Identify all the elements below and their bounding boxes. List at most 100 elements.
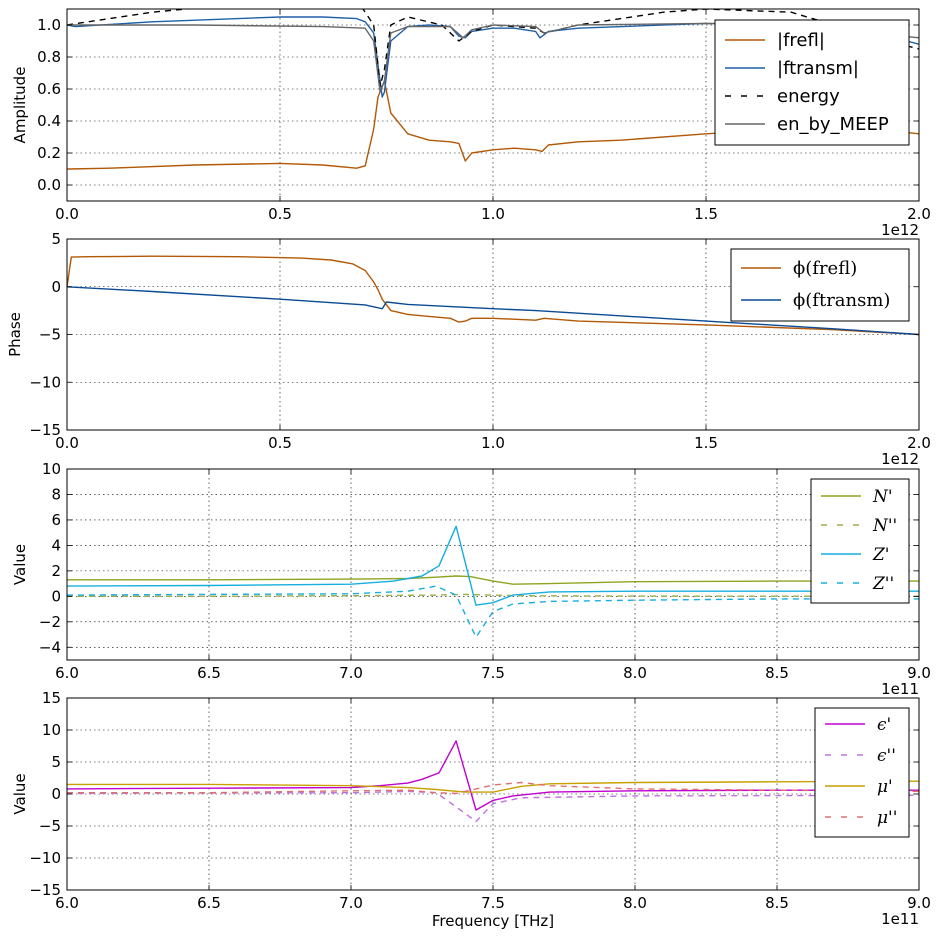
y-tick-label: 10 bbox=[42, 721, 61, 739]
x-tick-label: 6.0 bbox=[55, 664, 79, 682]
x-tick-label: 1.0 bbox=[481, 205, 505, 223]
x-tick-label: 1.5 bbox=[694, 434, 718, 452]
x-tick-label: 2.0 bbox=[907, 434, 931, 452]
y-tick-label: −5 bbox=[39, 326, 61, 344]
legend-entry-4: μ'' bbox=[877, 808, 897, 828]
y-tick-label: 8 bbox=[51, 485, 61, 503]
series-line-2 bbox=[67, 593, 919, 597]
legend-entry-3: μ' bbox=[877, 777, 893, 797]
y-tick-label: −5 bbox=[39, 817, 61, 835]
legend: N' N'' Z' Z'' bbox=[810, 478, 910, 604]
x-tick-label: 7.0 bbox=[339, 894, 363, 912]
y-tick-label: −15 bbox=[29, 421, 61, 439]
x-tick-label: 1.5 bbox=[694, 205, 718, 223]
x-tick-label: 9.0 bbox=[907, 664, 931, 682]
y-tick-label: 15 bbox=[42, 689, 61, 707]
y-tick-label: 4 bbox=[51, 536, 61, 554]
legend-entry-4: en_by_MEEP bbox=[777, 114, 889, 135]
series-group bbox=[67, 525, 919, 638]
y-tick-label: 0.4 bbox=[37, 112, 61, 130]
x-tick-label: 8.0 bbox=[623, 664, 647, 682]
series-line-1 bbox=[67, 575, 919, 585]
x-tick-label: 0.0 bbox=[55, 205, 79, 223]
x-tick-label: 0.5 bbox=[268, 205, 292, 223]
y-tick-label: −4 bbox=[39, 638, 61, 656]
x-tick-label: 8.5 bbox=[765, 664, 789, 682]
x-offset-label: 1e11 bbox=[881, 680, 919, 698]
x-offset-label: 1e12 bbox=[881, 450, 919, 468]
x-tick-label: 1.0 bbox=[481, 434, 505, 452]
y-axis-label: Value bbox=[11, 773, 29, 814]
y-tick-label: −10 bbox=[29, 849, 61, 867]
x-tick-label: 8.5 bbox=[765, 894, 789, 912]
series-line-4 bbox=[67, 22, 919, 93]
series-line-2 bbox=[67, 286, 919, 336]
legend-entry-2: |ftransm| bbox=[777, 58, 859, 79]
x-tick-label: 6.5 bbox=[197, 664, 221, 682]
y-axis-label: Value bbox=[11, 544, 29, 585]
series-group bbox=[67, 9, 919, 170]
y-tick-label: 0 bbox=[51, 587, 61, 605]
legend-entry-2: ϕ(ftransm) bbox=[793, 290, 890, 311]
y-tick-label: 0 bbox=[51, 278, 61, 296]
y-tick-label: −2 bbox=[39, 613, 61, 631]
legend-entry-1: ϕ(frefl) bbox=[793, 258, 857, 279]
y-tick-label: 0.0 bbox=[37, 176, 61, 194]
y-tick-label: 0 bbox=[51, 785, 61, 803]
legend-entry-2: N'' bbox=[872, 516, 897, 536]
y-axis-label: Phase bbox=[6, 312, 24, 357]
legend-frame bbox=[810, 478, 910, 604]
y-tick-label: 0.2 bbox=[37, 144, 61, 162]
y-tick-label: −15 bbox=[29, 881, 61, 899]
series-group bbox=[67, 740, 919, 823]
y-tick-label: −10 bbox=[29, 373, 61, 391]
x-tick-label: 7.0 bbox=[339, 664, 363, 682]
x-tick-label: 8.0 bbox=[623, 894, 647, 912]
subplot-2: 0.0 0.5 1.0 1.5 2.0 −15 −10 −5 0 5 1e12 Phase ϕ(fref… bbox=[6, 230, 931, 468]
legend: |frefl| |ftransm| energy en_by_MEEP bbox=[714, 19, 910, 146]
series-group bbox=[67, 255, 919, 336]
legend-entry-3: energy bbox=[777, 86, 840, 107]
y-tick-label: 0.8 bbox=[37, 48, 61, 66]
legend-frame bbox=[814, 707, 910, 838]
legend: ϕ(frefl) ϕ(ftransm) bbox=[730, 248, 910, 322]
series-line-1 bbox=[67, 80, 919, 170]
legend-frame bbox=[730, 248, 910, 322]
series-line-2 bbox=[67, 790, 919, 823]
x-offset-label: 1e11 bbox=[881, 910, 919, 928]
legend-entry-1: |frefl| bbox=[777, 30, 825, 51]
legend-entry-2: ϵ'' bbox=[877, 746, 896, 766]
subplot-4: 6.0 6.5 7.0 7.5 8.0 8.5 9.0 −15 −10 −5 0 5 10 15 1e11 V… bbox=[11, 689, 931, 930]
series-line-4 bbox=[67, 585, 919, 638]
x-offset-label: 1e12 bbox=[881, 221, 919, 239]
legend-entry-1: ϵ' bbox=[877, 715, 891, 735]
x-tick-label: 6.0 bbox=[55, 894, 79, 912]
y-tick-label: 5 bbox=[51, 753, 61, 771]
x-tick-label: 9.0 bbox=[907, 894, 931, 912]
legend-entry-1: N' bbox=[872, 487, 893, 507]
x-axis-label: Frequency [THz] bbox=[432, 912, 554, 930]
series-line-4 bbox=[67, 781, 919, 795]
y-tick-label: 0.6 bbox=[37, 80, 61, 98]
legend: ϵ' ϵ'' μ' μ'' bbox=[814, 707, 910, 838]
x-tick-label: 2.0 bbox=[907, 205, 931, 223]
x-tick-label: 0.5 bbox=[268, 434, 292, 452]
subplot-1: 0.0 0.5 1.0 1.5 2.0 0.0 0.2 0.4 0.6 0.8 1.0 1e12 Amp… bbox=[11, 8, 931, 239]
y-tick-label: 5 bbox=[51, 230, 61, 248]
x-tick-label: 6.5 bbox=[197, 894, 221, 912]
subplot-3: 6.0 6.5 7.0 7.5 8.0 8.5 9.0 −4 −2 0 2 4 6 8 10 1e11 Valu… bbox=[11, 460, 931, 698]
series-line-3 bbox=[67, 780, 919, 793]
legend-entry-4: Z'' bbox=[872, 574, 894, 594]
series-line-3 bbox=[67, 525, 919, 606]
series-line-2 bbox=[67, 16, 919, 98]
y-tick-label: 2 bbox=[51, 562, 61, 580]
legend-entry-3: Z' bbox=[872, 545, 890, 565]
y-axis-label: Amplitude bbox=[11, 67, 29, 144]
y-tick-label: 1.0 bbox=[37, 16, 61, 34]
series-line-1 bbox=[67, 255, 919, 336]
x-tick-label: 0.0 bbox=[55, 434, 79, 452]
series-line-3 bbox=[67, 9, 919, 87]
y-tick-label: 10 bbox=[42, 460, 61, 478]
series-line-1 bbox=[67, 740, 919, 811]
